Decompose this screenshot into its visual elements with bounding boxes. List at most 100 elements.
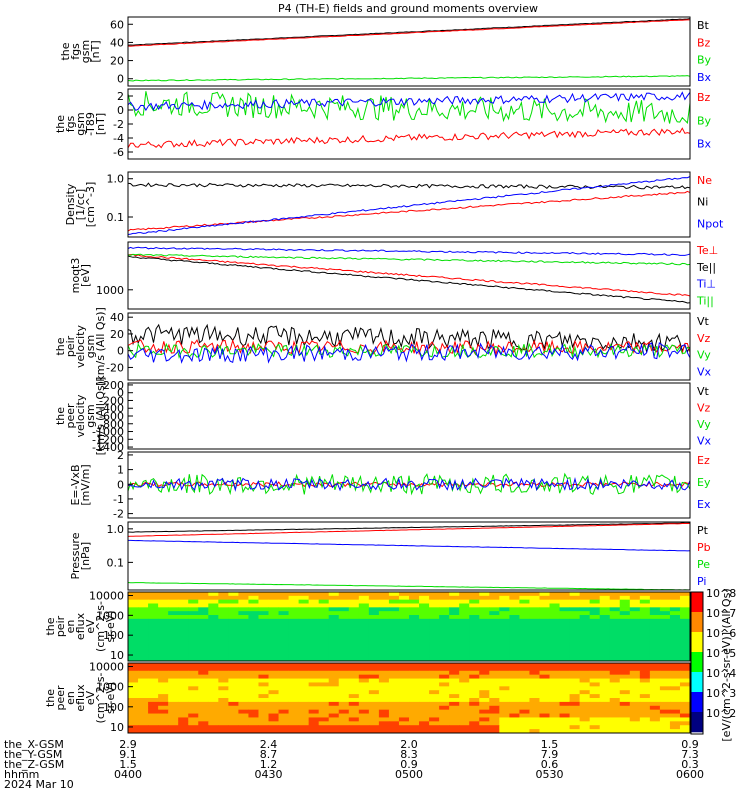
x-tick-label: 1.5 (541, 738, 559, 751)
colorbar-tick: 10^5 (706, 647, 736, 660)
y-axis-label: moqt3[eV] (69, 258, 92, 294)
legend-ti⊥: Ti⊥ (696, 278, 716, 291)
y-tick-label: 1000 (96, 681, 124, 694)
y-tick-label: 2 (117, 90, 124, 103)
y-tick-label: -600 (99, 410, 124, 423)
y-axis-label: thepeervelocitygsm[km/s (All Qs)] (54, 377, 107, 456)
y-tick-label: 200 (103, 379, 124, 392)
y-tick-label: 1.0 (107, 523, 125, 536)
series-bz (127, 19, 690, 47)
y-tick-label: 0 (117, 345, 124, 358)
panel-frame (127, 382, 691, 450)
panel-frame (127, 662, 691, 734)
colorbar-tick: 10^4 (706, 667, 736, 680)
legend-pi: Pi (697, 575, 706, 588)
colorbar-tick: 10^8 (706, 587, 736, 600)
panel-6: Ez Ey Ex 2 10 -1 -2 E=-VxB[mV/m] (69, 449, 711, 521)
y-tick-label: -2 (113, 508, 124, 521)
panel-frame (127, 312, 691, 381)
y-tick-label: 0.1 (107, 556, 125, 569)
y-axis-label: Pressure[nPa] (69, 532, 92, 579)
y-axis-label: thepeirvelocitygsm[km/s (All Qs)] (54, 307, 107, 386)
legend-vz: Vz (697, 332, 711, 345)
y-axis-label: thepeerenefluxeV(cm^2-s-sr-eV) (44, 673, 117, 724)
series-pt (127, 522, 691, 533)
y-tick-label: 0 (117, 104, 124, 117)
x-tick-label: 2.4 (260, 738, 278, 751)
series-by (127, 75, 691, 82)
panel-frame (127, 521, 691, 591)
x-row-label: hhmm (4, 768, 39, 781)
heatmap-9 (128, 663, 691, 734)
y-tick-label: 20 (110, 55, 124, 68)
panel-7: Pt Pb Pe Pi 1.0 0.1 Pressure[nPa] (69, 521, 711, 591)
y-tick-label: -200 (99, 394, 124, 407)
y-tick-label: -1200 (92, 433, 124, 446)
legend-ez: Ez (697, 454, 710, 467)
panel-frame (127, 16, 691, 87)
legend-bt: Bt (697, 19, 710, 32)
y-tick-label: 100 (103, 701, 124, 714)
y-tick-label: -20 (106, 361, 124, 374)
legend-ne: Ne (697, 174, 712, 187)
y-tick-label: 40 (110, 36, 124, 49)
x-tick-label: 2.9 (119, 738, 137, 751)
y-tick-label: -800 (99, 418, 124, 431)
panel-3: Te⊥ Te|| Ti⊥ Ti|| 1000 moqt3[eV] (69, 241, 718, 310)
x-tick-label: 0600 (676, 768, 704, 781)
y-tick-label: 0 (117, 387, 124, 400)
panel-0: Bt Bz By Bx 60 40 20 0 thefgsgsm[nT] (59, 16, 712, 87)
legend-vt: Vt (697, 385, 710, 398)
legend-ey: Ey (697, 476, 711, 489)
y-tick-label: 10000 (89, 661, 124, 674)
x-tick-label: 0530 (536, 768, 564, 781)
legend-vx: Vx (697, 365, 712, 378)
legend-ti||: Ti|| (696, 294, 714, 307)
series-vt (127, 323, 691, 354)
colorbar-tick: 10^2 (706, 707, 736, 720)
y-tick-label: 1000 (96, 284, 124, 297)
legend-by: By (697, 54, 712, 67)
y-tick-label: 0 (117, 478, 124, 491)
x-tick-label: 9.1 (119, 748, 137, 761)
x-tick-label: 8.3 (400, 748, 418, 761)
series-te⊥ (127, 253, 691, 297)
y-tick-label: 0 (117, 73, 124, 86)
x-tick-label: 7.9 (541, 748, 559, 761)
y-tick-label: 100 (103, 629, 124, 642)
panel-2: Ne Ni Npot 1.0 0.1 Density[1/cc][cm^-3] (64, 171, 724, 238)
series-bz (127, 127, 691, 149)
legend-bz: Bz (697, 36, 711, 49)
legend-vx: Vx (697, 435, 712, 448)
heatmap-8 (128, 592, 691, 662)
series-by (127, 91, 691, 124)
legend-ni: Ni (697, 196, 708, 209)
x-tick-label: 1.5 (119, 758, 137, 771)
colorbar: 10^8 10^7 10^6 10^5 10^4 10^3 10^2[eV/(cm^2-s-… (690, 587, 736, 742)
legend-vy: Vy (697, 349, 711, 362)
y-tick-label: 1 (117, 464, 124, 477)
y-tick-label: -1400 (92, 441, 124, 454)
x-tick-label: 0.3 (681, 758, 699, 771)
y-tick-label: 60 (110, 18, 124, 31)
x-tick-label: 7.3 (681, 748, 699, 761)
chart-title: P4 (TH-E) fields and ground moments over… (278, 2, 538, 15)
y-axis-label: E=-VxB[mV/m] (69, 464, 92, 505)
x-row-label: the_Z-GSM (4, 758, 64, 771)
x-tick-label: 0430 (255, 768, 283, 781)
legend-vt: Vt (697, 315, 710, 328)
series-pe (127, 582, 691, 591)
y-tick-label: 1000 (96, 609, 124, 622)
legend-pe: Pe (697, 558, 710, 571)
series-pb (127, 523, 690, 537)
legend-te⊥: Te⊥ (696, 244, 718, 257)
series-te|| (127, 255, 691, 304)
panel-9: 10000 1000 100 10thepeerenefluxeV(cm^2-s-sr… (44, 661, 691, 734)
series-ey (127, 472, 691, 496)
legend-bz: Bz (697, 91, 711, 104)
colorbar-tick: 10^6 (706, 627, 736, 640)
panel-5: Vt Vz Vy Vx 2000-200-400-600-800-1000-1200-1… (54, 377, 712, 456)
legend-npot: Npot (697, 217, 724, 230)
series-npot (127, 176, 691, 235)
